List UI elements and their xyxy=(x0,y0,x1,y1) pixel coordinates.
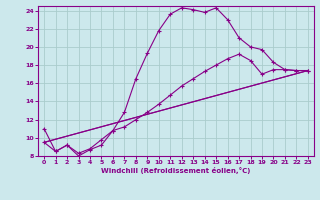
X-axis label: Windchill (Refroidissement éolien,°C): Windchill (Refroidissement éolien,°C) xyxy=(101,167,251,174)
